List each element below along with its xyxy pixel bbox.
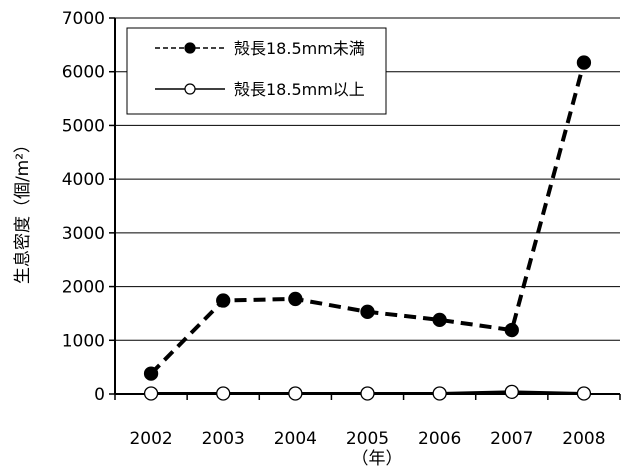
legend-label: 殻長18.5mm以上: [234, 80, 365, 99]
x-tick-label: 2007: [490, 429, 533, 449]
data-point: [432, 386, 447, 401]
data-point: [143, 386, 159, 401]
y-tick-label: 5000: [62, 116, 105, 136]
series: [143, 55, 592, 401]
legend-item-series-2: 殻長18.5mm以上: [155, 80, 365, 99]
legend: 殻長18.5mm未満 殻長18.5mm以上: [126, 27, 387, 115]
data-point: [288, 291, 303, 307]
x-tick-label: 2003: [202, 429, 245, 449]
x-tick-label: 2004: [274, 429, 317, 449]
y-axis-title: 生息密度（個/m²）: [13, 136, 33, 284]
legend-swatch-marker: [184, 83, 196, 95]
data-point: [504, 384, 519, 400]
x-tick-labels: 2002 2003 2004 2005 2006 2007 2008: [129, 429, 605, 449]
data-point: [288, 386, 303, 401]
y-tick-label: 4000: [62, 170, 105, 190]
y-tick-label: 7000: [62, 9, 105, 29]
x-tick-label: 2002: [129, 429, 172, 449]
series-2: [143, 384, 592, 401]
x-axis-title: （年）: [352, 449, 403, 469]
y-tick-label: 2000: [62, 278, 105, 298]
legend-label: 殻長18.5mm未満: [234, 39, 365, 58]
y-tick-label: 0: [94, 385, 105, 405]
x-tick-label: 2006: [418, 429, 461, 449]
y-tick-label: 1000: [62, 331, 105, 351]
data-point: [432, 312, 447, 328]
data-point: [143, 366, 159, 381]
data-point: [360, 304, 375, 319]
data-point: [216, 386, 231, 401]
legend-swatch-marker: [184, 42, 196, 54]
y-tick-label: 3000: [62, 224, 105, 244]
y-tick-labels: 0 1000 2000 3000 4000 5000 6000 7000: [62, 9, 105, 405]
x-tick-label: 2008: [562, 429, 605, 449]
data-point: [504, 322, 519, 338]
data-point: [216, 293, 231, 308]
legend-item-series-1: 殻長18.5mm未満: [155, 39, 365, 58]
legend-box: [126, 27, 387, 115]
x-tick-label: 2005: [346, 429, 389, 449]
data-point: [360, 386, 375, 401]
data-point: [576, 386, 592, 401]
data-point: [576, 55, 592, 70]
y-tick-label: 6000: [62, 63, 105, 83]
series-1: [143, 55, 592, 381]
